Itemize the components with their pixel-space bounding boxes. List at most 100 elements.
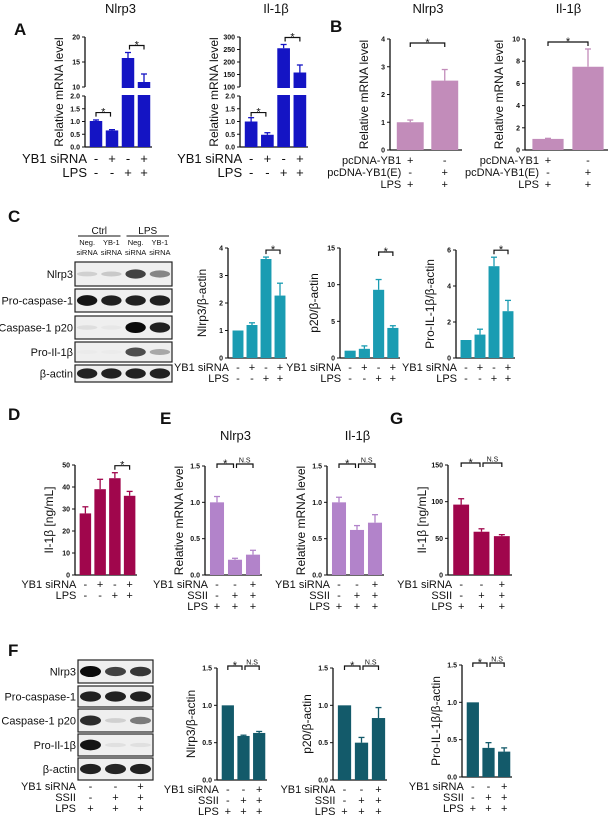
- significance-label: *: [271, 244, 276, 256]
- bar: [373, 289, 385, 358]
- y-axis-label: Relative mRNA level: [52, 37, 66, 146]
- condition-label: LPS: [436, 373, 457, 385]
- protein-band: [80, 763, 101, 775]
- chart-title: Nlrp3: [105, 1, 136, 16]
- protein-band: [130, 763, 151, 775]
- protein-band: [125, 347, 146, 357]
- axis-break-gap: [136, 88, 152, 95]
- condition-label: SSII: [443, 792, 464, 804]
- significance-label: N.S: [361, 458, 373, 465]
- condition-mark: +: [585, 167, 591, 179]
- condition-mark: -: [84, 590, 88, 602]
- lane-label: siRNA: [125, 248, 146, 257]
- protein-band: [101, 350, 122, 354]
- y-tick-label: 0.0: [202, 778, 212, 785]
- condition-label: SSII: [431, 590, 452, 602]
- significance-label: *: [101, 107, 106, 119]
- condition-label: LPS: [309, 601, 330, 613]
- significance-label: *: [345, 458, 350, 470]
- significance-label: N.S: [246, 660, 258, 667]
- significance-label: *: [384, 246, 389, 258]
- y-tick-label: 0: [516, 148, 520, 155]
- y-tick-label: 0.5: [70, 132, 80, 139]
- y-tick-label: 1.0: [202, 703, 212, 710]
- bar: [237, 735, 250, 780]
- bar: [493, 536, 510, 575]
- condition-label: YB1 siRNA: [397, 579, 453, 591]
- condition-mark: +: [137, 792, 143, 804]
- protein-band: [149, 368, 171, 379]
- significance-label: N.S: [487, 457, 499, 464]
- condition-label: LPS: [315, 806, 336, 818]
- significance-label: *: [233, 660, 238, 672]
- condition-mark: -: [348, 373, 352, 385]
- chart-a-0: 0.0 0.5 1.0 1.5 2.0 10 15 20 Relative mRNA level…: [22, 1, 152, 180]
- condition-label: LPS: [56, 590, 77, 602]
- y-tick-label: 30: [62, 507, 70, 514]
- condition-mark: +: [358, 806, 364, 818]
- panel-label-d: D: [8, 405, 20, 424]
- y-tick-label: 1.5: [447, 663, 457, 670]
- condition-mark: -: [98, 590, 102, 602]
- chart-e-8: 0.0 0.5 1.0 1.5 Relative mRNA level Nlrp3 * N.S…: [153, 428, 262, 613]
- axis-break-gap: [276, 88, 291, 95]
- chart-b-2: 0 1 2 3 4 Relative mRNA level Nlrp3 * pcDNA-YB1 +…: [327, 1, 462, 191]
- chart-title: Nlrp3: [220, 428, 251, 443]
- y-tick-label: 1.5: [202, 666, 212, 673]
- bar: [337, 705, 352, 780]
- condition-mark: -: [337, 579, 341, 591]
- condition-label: SSII: [315, 795, 336, 807]
- condition-mark: +: [372, 590, 378, 602]
- protein-band: [130, 691, 151, 702]
- condition-mark: +: [280, 165, 288, 180]
- condition-mark: +: [112, 590, 118, 602]
- significance-label: *: [425, 37, 430, 49]
- significance-bracket: [216, 463, 235, 468]
- significance-bracket: [338, 463, 357, 468]
- condition-mark: -: [250, 373, 254, 385]
- condition-mark: +: [232, 590, 238, 602]
- condition-mark: +: [97, 579, 103, 591]
- condition-mark: -: [478, 373, 482, 385]
- significance-label: *: [135, 40, 140, 52]
- condition-mark: +: [545, 179, 551, 191]
- blot-row-label: Caspase-1 p20: [0, 323, 73, 335]
- condition-mark: +: [296, 165, 304, 180]
- significance-label: *: [256, 107, 261, 119]
- condition-mark: +: [112, 803, 118, 815]
- condition-mark: +: [372, 601, 378, 613]
- condition-mark: +: [442, 167, 448, 179]
- blot-strip: [74, 341, 173, 363]
- condition-label: YB1 siRNA: [22, 151, 87, 166]
- condition-mark: -: [215, 579, 219, 591]
- condition-mark: -: [492, 362, 496, 374]
- y-tick-label: 10: [72, 85, 80, 92]
- condition-mark: +: [250, 590, 256, 602]
- condition-label: YB1 siRNA: [174, 362, 230, 374]
- group-label: Ctrl: [91, 226, 107, 237]
- condition-mark: +: [407, 179, 413, 191]
- y-tick-label: 0.0: [70, 145, 80, 152]
- condition-label: YB1 siRNA: [402, 362, 458, 374]
- y-tick-label: 2.0: [70, 94, 80, 101]
- condition-mark: -: [408, 167, 412, 179]
- condition-mark: -: [377, 362, 381, 374]
- condition-mark: -: [281, 151, 285, 166]
- bar: [453, 504, 470, 575]
- condition-mark: -: [459, 590, 463, 602]
- chart-title: Il-1β: [556, 1, 582, 16]
- y-tick-label: 4: [219, 246, 223, 253]
- axis-break-gap: [292, 88, 308, 95]
- protein-band: [80, 666, 101, 677]
- bar: [354, 742, 369, 780]
- condition-mark: +: [341, 806, 347, 818]
- protein-band: [101, 295, 122, 306]
- condition-mark: -: [265, 165, 269, 180]
- significance-bracket: [284, 36, 301, 42]
- condition-label: LPS: [208, 373, 229, 385]
- y-tick-label: 1: [381, 120, 385, 127]
- bar: [274, 295, 286, 358]
